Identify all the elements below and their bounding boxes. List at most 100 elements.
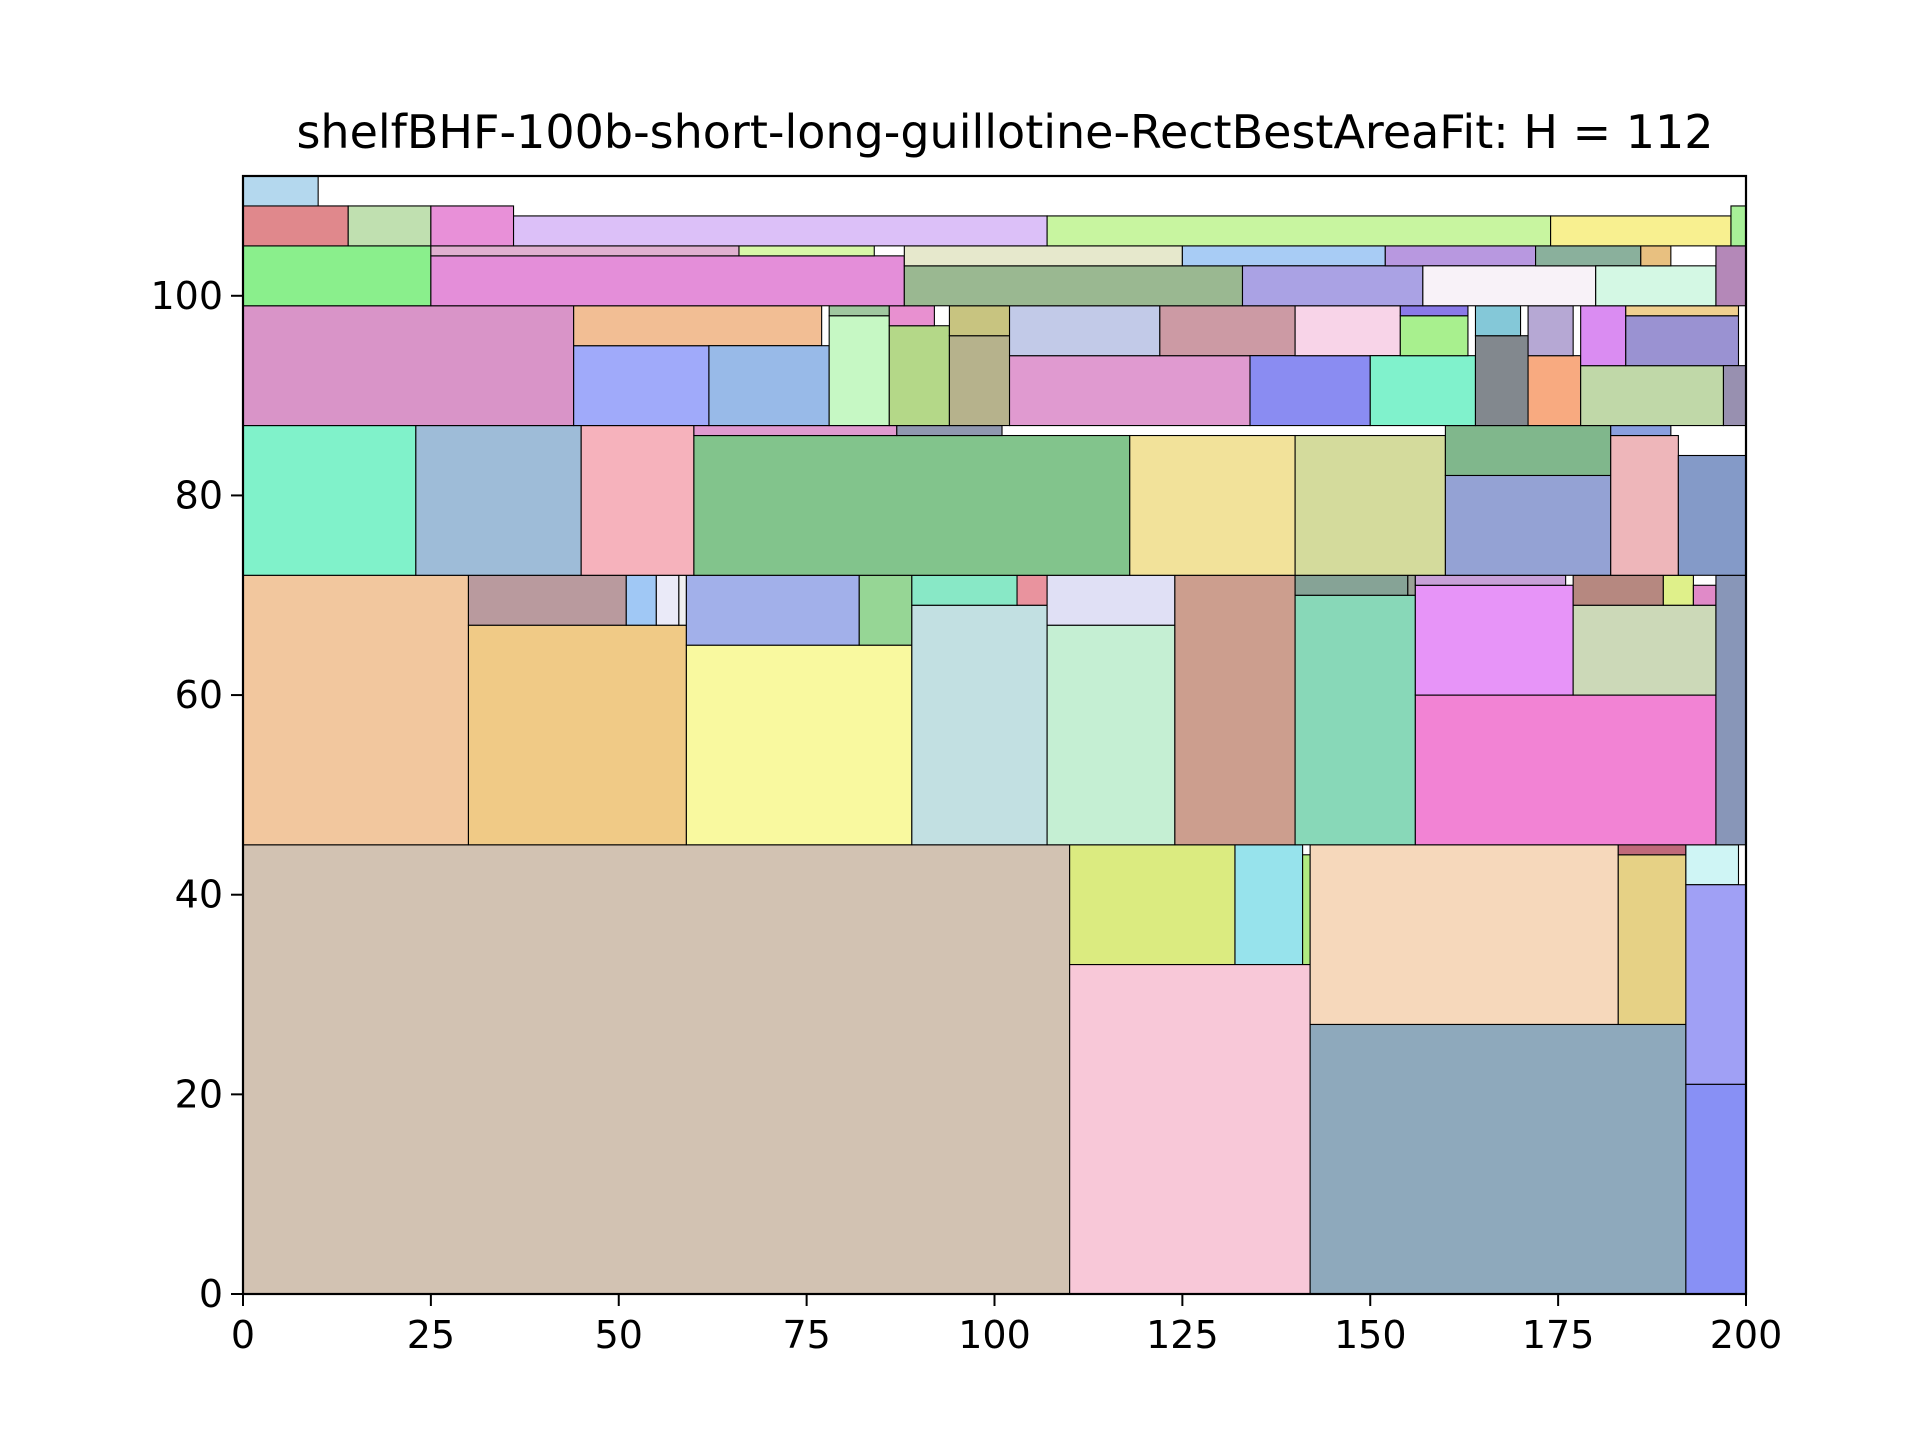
packed-rect-53: [573, 305, 823, 347]
packed-rect-7: [1617, 844, 1687, 856]
x-tick-label-7: 175: [1522, 1313, 1595, 1357]
packed-rect-31: [1414, 584, 1574, 696]
packed-rect-68: [1399, 305, 1469, 317]
packed-rect-96: [1046, 215, 1552, 247]
packed-rect-2: [1234, 844, 1304, 966]
x-tick-label-0: 0: [231, 1313, 255, 1357]
packed-rect-70: [1474, 305, 1522, 337]
chart-title: shelfBHF-100b-short-long-guillotine-Rect…: [296, 105, 1713, 159]
packed-rect-32: [1414, 574, 1567, 586]
packed-rect-78: [242, 245, 432, 307]
packed-rect-44: [1129, 434, 1296, 576]
packed-rect-54: [708, 345, 830, 427]
packed-rect-8: [1309, 1023, 1687, 1295]
packed-rect-3: [1302, 854, 1311, 966]
packed-rect-41: [693, 434, 1131, 576]
packed-rect-99: [242, 175, 319, 207]
packed-rect-14: [467, 574, 627, 626]
packed-rect-10: [1685, 884, 1747, 1085]
packed-rect-12: [242, 574, 469, 846]
packed-rect-90: [1640, 245, 1672, 267]
packed-rect-77: [1722, 365, 1747, 427]
packed-rect-35: [1662, 574, 1694, 606]
packed-rect-28: [1294, 574, 1409, 596]
packed-rect-98: [1730, 205, 1747, 247]
packed-rect-57: [888, 325, 950, 427]
packed-rect-86: [1384, 245, 1537, 267]
packed-rect-60: [948, 305, 1011, 337]
packed-rect-43: [896, 425, 1003, 437]
packed-rect-4: [1069, 964, 1311, 1295]
x-axis: 0 25 50 75 100 125 150 175 200: [231, 1294, 1782, 1357]
packed-rect-76: [1625, 305, 1740, 317]
packed-rect-62: [1008, 305, 1161, 357]
y-tick-label-1: 20: [175, 1072, 223, 1116]
y-axis: 0 20 40 60 80 100: [150, 274, 243, 1316]
packed-rect-23: [1016, 574, 1048, 606]
y-tick-label-5: 100: [150, 274, 223, 318]
packed-rect-84: [1181, 245, 1386, 267]
packed-rect-46: [1444, 474, 1612, 576]
packed-rect-27: [1294, 594, 1416, 846]
packed-rect-38: [242, 425, 417, 576]
packed-rect-30: [1414, 694, 1717, 846]
packed-rect-11: [1685, 1083, 1747, 1295]
y-tick-label-3: 60: [175, 673, 223, 717]
x-tick-label-5: 125: [1146, 1313, 1219, 1357]
packed-rect-82: [903, 265, 1244, 307]
packed-rect-79: [430, 255, 905, 307]
packed-rect-17: [678, 574, 687, 626]
packed-rect-18: [685, 644, 913, 846]
packed-rect-16: [655, 574, 680, 626]
packed-rect-95: [512, 215, 1048, 247]
x-tick-label-2: 50: [595, 1313, 643, 1357]
packed-rect-52: [573, 345, 710, 427]
packed-rect-80: [430, 245, 740, 257]
packed-rect-34: [1572, 574, 1664, 606]
packed-rect-20: [858, 574, 913, 646]
packed-rect-64: [1249, 355, 1371, 427]
packed-rect-33: [1572, 604, 1717, 696]
packed-rect-74: [1580, 305, 1627, 367]
y-tick-label-4: 80: [175, 473, 223, 517]
packed-rect-42: [693, 425, 898, 437]
packed-rect-47: [1444, 425, 1612, 477]
packed-rect-1: [1069, 844, 1236, 966]
packed-rect-24: [1046, 624, 1176, 846]
packed-rect-6: [1617, 854, 1687, 1026]
packed-rect-91: [1715, 245, 1747, 307]
packed-rect-87: [1422, 265, 1597, 307]
packed-rect-56: [828, 305, 890, 317]
packed-rect-13: [467, 624, 687, 846]
packed-rect-85: [1241, 265, 1424, 307]
packed-rect-88: [1535, 245, 1642, 267]
packed-rect-55: [828, 315, 890, 427]
packed-rect-58: [888, 305, 935, 327]
packed-rect-37: [1715, 574, 1747, 846]
packed-rect-29: [1407, 574, 1416, 596]
packed-rect-49: [1610, 425, 1672, 437]
packed-rect-97: [1550, 215, 1732, 247]
x-tick-label-3: 75: [782, 1313, 830, 1357]
packed-rect-61: [1008, 355, 1251, 427]
packed-rect-51: [242, 305, 575, 427]
packed-rect-66: [1369, 355, 1477, 427]
packed-rect-83: [903, 245, 1183, 267]
packed-rect-67: [1399, 315, 1469, 357]
packed-rect-25: [1046, 574, 1176, 626]
packed-rect-19: [685, 574, 860, 646]
packed-rect-59: [948, 335, 1011, 427]
packed-rect-73: [1580, 365, 1725, 427]
packed-rect-94: [430, 205, 515, 247]
packed-rect-26: [1174, 574, 1296, 846]
packed-rect-50: [1677, 454, 1747, 576]
packed-rect-71: [1527, 355, 1582, 427]
packed-rect-81: [738, 245, 875, 257]
y-tick-label-2: 40: [175, 873, 223, 917]
packed-rect-72: [1527, 305, 1574, 357]
packed-rect-45: [1294, 434, 1446, 576]
y-tick-label-0: 0: [199, 1272, 223, 1316]
packed-rect-40: [580, 425, 695, 576]
x-tick-label-4: 100: [958, 1313, 1031, 1357]
